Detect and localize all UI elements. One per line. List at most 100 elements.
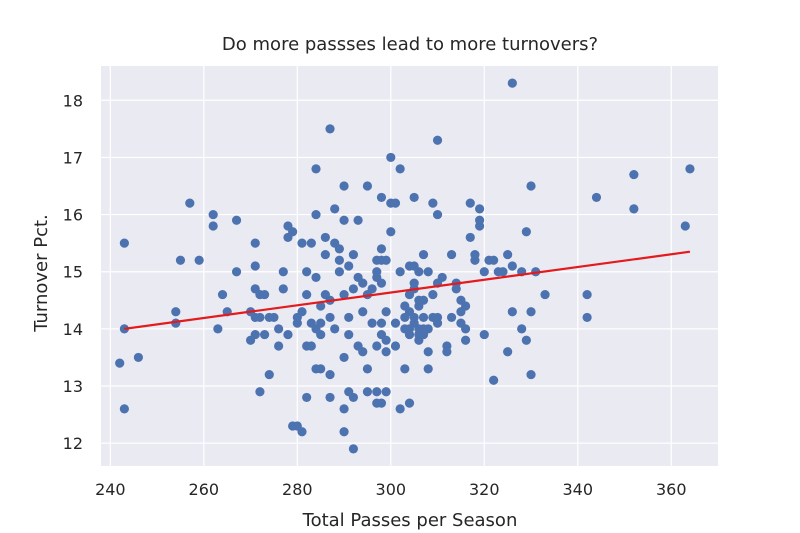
x-tick-label: 240 (95, 480, 126, 499)
data-point (358, 307, 368, 317)
data-point (213, 324, 223, 334)
data-point (316, 364, 326, 374)
data-point (358, 278, 368, 288)
data-point (311, 272, 321, 283)
data-point (208, 221, 218, 231)
data-point (685, 164, 695, 174)
data-point (498, 267, 508, 277)
x-tick-label: 340 (562, 480, 593, 499)
data-point (217, 289, 228, 300)
data-point (526, 181, 536, 191)
data-point (344, 312, 354, 323)
data-point (489, 255, 499, 265)
data-point (395, 267, 405, 277)
data-point (325, 369, 335, 380)
data-point (339, 181, 349, 191)
data-point (320, 249, 330, 260)
data-point (381, 347, 391, 357)
data-point (418, 312, 429, 323)
data-point (320, 232, 330, 243)
data-point (526, 307, 536, 317)
data-point (376, 278, 387, 288)
data-point (432, 312, 443, 323)
data-point (175, 255, 186, 265)
data-point (390, 341, 401, 351)
data-point (409, 192, 419, 203)
data-point (465, 232, 475, 243)
y-tick-label: 17 (63, 148, 83, 167)
data-point (278, 267, 288, 277)
data-point (297, 427, 307, 437)
y-tick-labels: 12 13 14 15 16 17 18 (63, 91, 83, 453)
data-point (521, 335, 531, 345)
y-tick-label: 12 (63, 434, 83, 453)
data-point (119, 238, 129, 248)
data-point (376, 244, 387, 254)
data-point (330, 324, 340, 334)
data-point (288, 227, 298, 237)
data-point (250, 261, 260, 271)
data-point (274, 341, 284, 351)
data-point (306, 341, 316, 351)
data-point (278, 284, 288, 294)
data-point (390, 318, 401, 328)
data-point (274, 324, 284, 334)
data-point (479, 329, 489, 340)
data-point (470, 249, 480, 260)
data-point (348, 284, 359, 294)
data-point (231, 267, 242, 277)
data-point (376, 192, 387, 203)
x-axis-label: Total Passes per Season (302, 510, 518, 531)
data-point (381, 387, 391, 397)
data-point (475, 204, 485, 214)
data-point (339, 404, 349, 414)
data-point (119, 404, 129, 414)
data-point (325, 392, 335, 403)
x-tick-labels: 240 260 280 300 320 340 360 (95, 480, 686, 499)
data-point (231, 215, 242, 225)
y-tick-label: 13 (63, 377, 83, 396)
data-point (334, 255, 344, 265)
data-point (503, 249, 513, 260)
data-point (259, 289, 270, 300)
data-point (376, 318, 387, 328)
data-point (269, 312, 279, 323)
data-point (358, 347, 368, 357)
data-point (423, 364, 433, 374)
y-tick-label: 18 (63, 91, 83, 110)
data-point (367, 284, 377, 294)
data-point (372, 387, 382, 397)
data-point (334, 267, 344, 277)
x-tick-label: 320 (469, 480, 500, 499)
data-point (264, 369, 274, 380)
data-point (133, 352, 143, 363)
data-point (185, 198, 195, 208)
data-point (418, 295, 429, 305)
data-point (325, 312, 335, 323)
data-point (404, 398, 415, 408)
data-point (348, 444, 359, 454)
data-point (418, 249, 429, 260)
data-point (381, 335, 391, 345)
data-point (372, 267, 382, 277)
data-point (446, 249, 457, 260)
data-point (582, 312, 592, 323)
data-point (503, 347, 513, 357)
data-point (171, 307, 181, 317)
data-point (423, 267, 433, 277)
data-point (339, 289, 349, 300)
data-point (316, 301, 326, 311)
data-points (115, 78, 695, 454)
data-point (428, 289, 438, 300)
data-point (446, 312, 457, 323)
data-point (423, 324, 433, 334)
data-point (507, 261, 517, 271)
data-point (353, 215, 363, 225)
trend-line (124, 250, 691, 330)
data-point (591, 192, 602, 203)
data-point (339, 352, 349, 363)
data-point (372, 341, 382, 351)
data-point (194, 255, 204, 265)
data-point (250, 238, 260, 248)
